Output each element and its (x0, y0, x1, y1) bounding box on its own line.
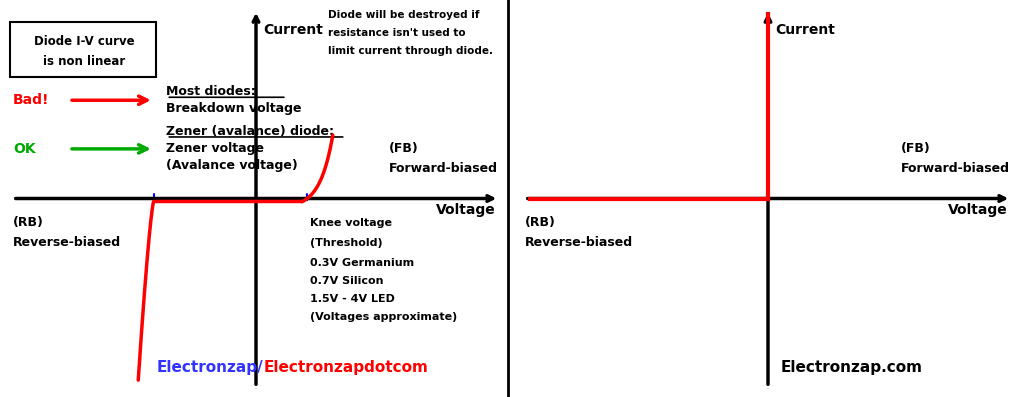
Text: Voltage: Voltage (948, 203, 1008, 218)
Text: (RB): (RB) (12, 216, 44, 229)
Text: Diode I-V curve: Diode I-V curve (34, 35, 135, 48)
Text: Zener (avalance) diode:: Zener (avalance) diode: (166, 125, 335, 137)
Text: Breakdown voltage: Breakdown voltage (166, 102, 302, 115)
Text: 1.5V - 4V LED: 1.5V - 4V LED (309, 294, 394, 304)
Text: Reverse-biased: Reverse-biased (524, 236, 633, 249)
Text: Electronzap/: Electronzap/ (157, 360, 264, 375)
Text: (Avalance voltage): (Avalance voltage) (166, 159, 298, 172)
Text: 0.7V Silicon: 0.7V Silicon (309, 276, 383, 286)
Text: Forward-biased: Forward-biased (389, 162, 498, 175)
Text: Most diodes:: Most diodes: (166, 85, 256, 98)
Text: (RB): (RB) (524, 216, 556, 229)
Text: Reverse-biased: Reverse-biased (12, 236, 121, 249)
Text: Current: Current (264, 23, 324, 37)
FancyBboxPatch shape (10, 22, 157, 77)
Text: Electronzapdotcom: Electronzapdotcom (264, 360, 429, 375)
Text: Zener voltage: Zener voltage (166, 143, 264, 155)
Text: resistance isn't used to: resistance isn't used to (328, 28, 465, 38)
Text: Electronzap.com: Electronzap.com (780, 360, 923, 375)
Text: (FB): (FB) (389, 143, 419, 155)
Text: Bad!: Bad! (12, 93, 49, 107)
Text: is non linear: is non linear (43, 55, 126, 68)
Text: (FB): (FB) (901, 143, 931, 155)
Text: OK: OK (12, 142, 36, 156)
Text: Knee voltage: Knee voltage (309, 218, 392, 228)
Text: limit current through diode.: limit current through diode. (328, 46, 493, 56)
Text: Voltage: Voltage (436, 203, 496, 218)
Text: (Voltages approximate): (Voltages approximate) (309, 312, 457, 322)
Text: Diode will be destroyed if: Diode will be destroyed if (328, 10, 479, 20)
Text: Forward-biased: Forward-biased (901, 162, 1010, 175)
Text: (Threshold): (Threshold) (309, 238, 382, 248)
Text: 0.3V Germanium: 0.3V Germanium (309, 258, 414, 268)
Text: Current: Current (776, 23, 836, 37)
